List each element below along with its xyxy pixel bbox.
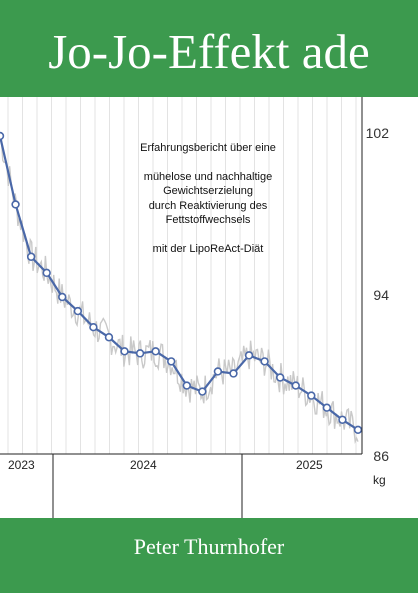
trend-point <box>167 357 176 366</box>
y-tick-label: 94 <box>373 287 389 303</box>
weight-chart <box>0 97 363 518</box>
book-title: Jo-Jo-Effekt ade <box>48 24 370 79</box>
trend-point <box>229 369 238 378</box>
trend-point <box>198 387 207 396</box>
trend-point <box>135 349 145 358</box>
book-author: Peter Thurnhofer <box>133 534 285 559</box>
blurb-line: durch Reaktivierung des <box>148 199 268 212</box>
trend-point <box>89 322 98 332</box>
chart-panel: Erfahrungsbericht über eine mühelose und… <box>0 97 418 518</box>
blurb-line: mühelose und nachhaltige <box>143 170 273 183</box>
trend-point <box>260 357 269 366</box>
daily-weight-line <box>0 136 359 445</box>
trend-point <box>26 252 36 261</box>
x-tick-label: 2024 <box>130 458 157 472</box>
trend-point <box>73 306 83 316</box>
trend-point <box>353 425 363 435</box>
blurb-line: Erfahrungsbericht über eine <box>140 142 276 154</box>
daily-weight-band <box>0 136 359 445</box>
trend-point <box>151 347 160 356</box>
trend-point <box>11 200 20 209</box>
trend-point <box>104 333 114 342</box>
trend-point <box>291 381 300 390</box>
trend-point <box>120 347 129 356</box>
blurb-line: Gewichtserzielung <box>163 185 253 197</box>
blurb-line: mit der LipoReAct-Diät <box>152 242 264 255</box>
trend-point <box>275 373 285 382</box>
trend-point <box>182 381 191 390</box>
trend-point <box>213 367 223 376</box>
y-tick-label: 86 <box>373 448 389 464</box>
trend-point <box>307 391 316 400</box>
trend-point <box>0 131 5 141</box>
weight-trend <box>0 131 363 435</box>
trend-point <box>58 292 67 302</box>
cover-blurb: Erfahrungsbericht über eine mühelose und… <box>108 141 308 256</box>
trend-point <box>338 415 347 424</box>
y-tick-label: 102 <box>365 125 389 141</box>
x-tick-label: 2025 <box>296 458 323 472</box>
trend-point <box>244 351 254 360</box>
blurb-line: Fettstoffwechsels <box>165 214 251 226</box>
trend-point <box>42 268 51 278</box>
x-tick-label: 2023 <box>8 458 35 472</box>
trend-point <box>322 403 332 412</box>
y-unit-label: kg <box>373 473 386 487</box>
